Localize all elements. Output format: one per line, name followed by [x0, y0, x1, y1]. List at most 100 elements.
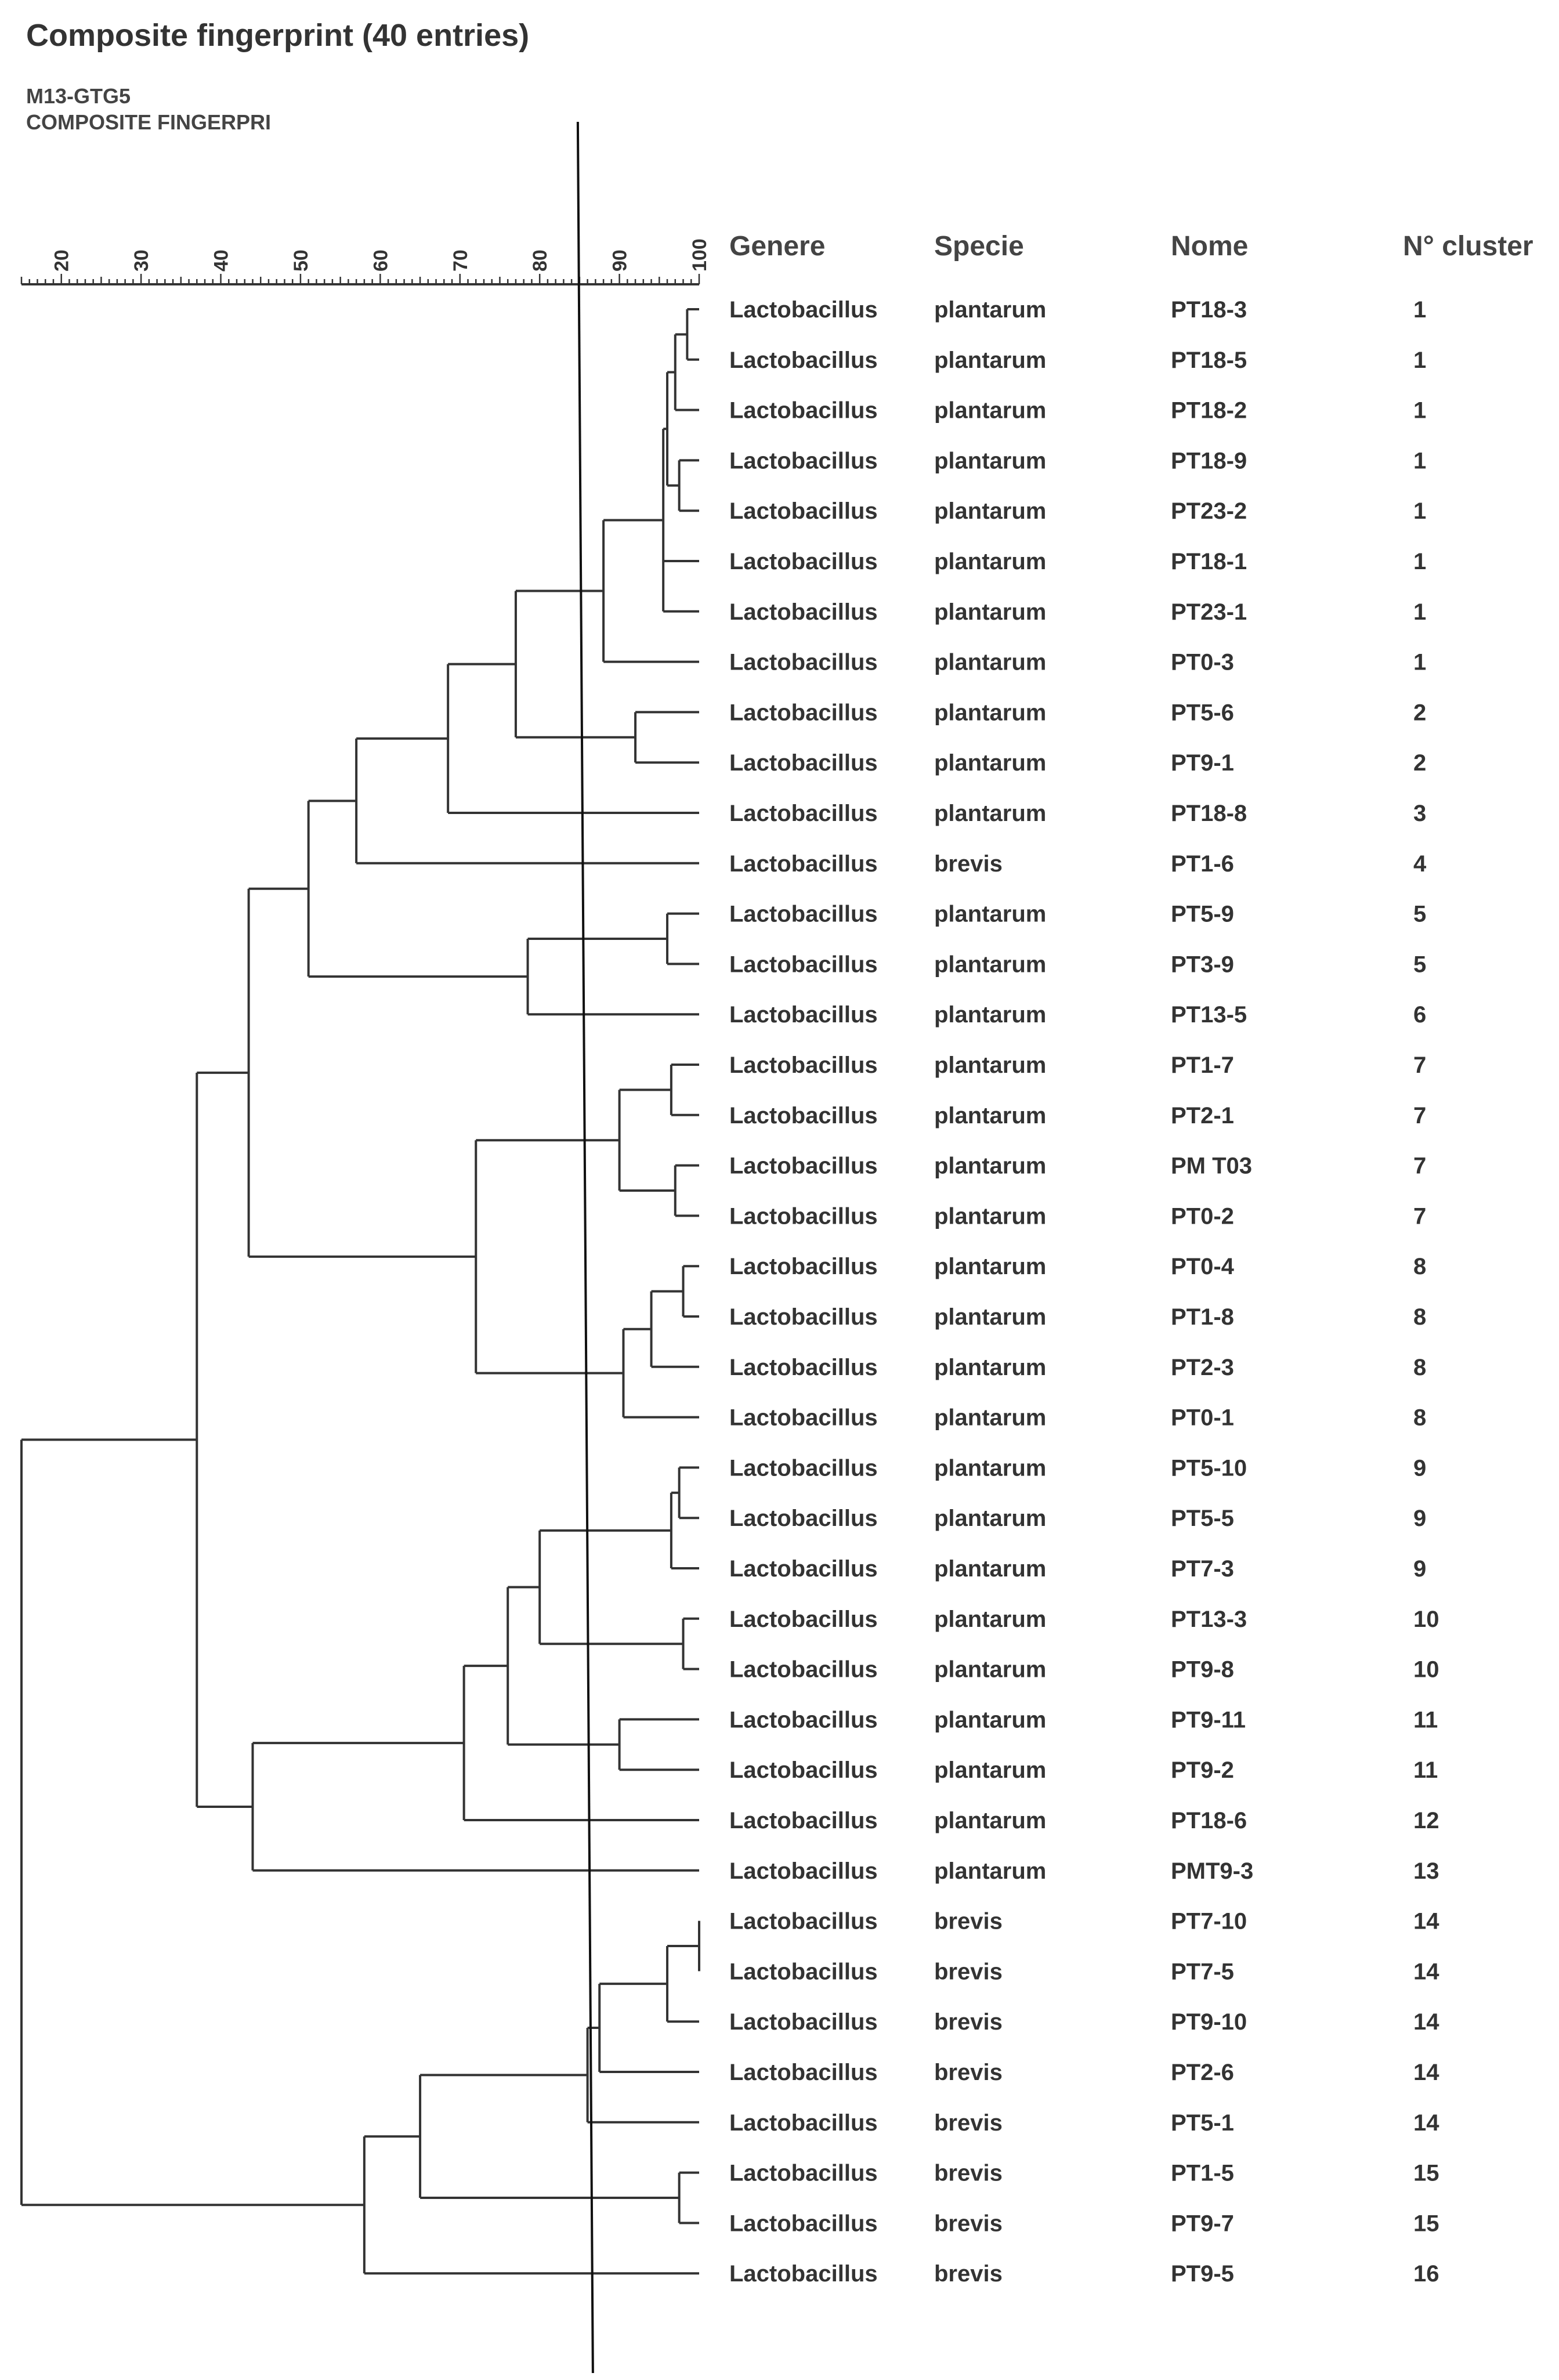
cluster-cell: 14	[1413, 2060, 1439, 2085]
header-cluster: N° cluster	[1403, 231, 1533, 262]
nome-cell: PT2-1	[1171, 1103, 1234, 1128]
genere-cell: Lactobacillus	[729, 750, 878, 776]
nome-cell: PT3-9	[1171, 952, 1234, 977]
cluster-cell: 15	[1413, 2211, 1439, 2236]
table-row: Lactobacillus plantarum PT3-9 5	[729, 952, 1426, 977]
nome-cell: PT5-10	[1171, 1455, 1247, 1481]
nome-cell: PT1-5	[1171, 2161, 1234, 2186]
table-row: Lactobacillus plantarum PT18-9 1	[729, 448, 1426, 473]
nome-cell: PT2-6	[1171, 2060, 1234, 2085]
table-row: Lactobacillus plantarum PT18-2 1	[729, 398, 1426, 424]
nome-cell: PT9-2	[1171, 1757, 1234, 1783]
genere-cell: Lactobacillus	[729, 1405, 878, 1431]
cluster-cell: 1	[1413, 348, 1426, 373]
cluster-cell: 4	[1413, 851, 1427, 877]
table-row: Lactobacillus plantarum PT23-1 1	[729, 599, 1426, 625]
nome-cell: PT0-1	[1171, 1405, 1234, 1431]
axis-tick-label-100: 100	[689, 238, 711, 272]
specie-cell: plantarum	[934, 1052, 1046, 1078]
specie-cell: brevis	[934, 2110, 1003, 2136]
table-row: Lactobacillus plantarum PT0-2 7	[729, 1203, 1426, 1229]
genere-cell: Lactobacillus	[729, 1153, 878, 1179]
axis-tick-label-40: 40	[211, 249, 233, 272]
genere-cell: Lactobacillus	[729, 1254, 878, 1279]
genere-cell: Lactobacillus	[729, 952, 878, 977]
genere-cell: Lactobacillus	[729, 1808, 878, 1833]
genere-cell: Lactobacillus	[729, 1455, 878, 1481]
specie-cell: brevis	[934, 1909, 1003, 1934]
cluster-cell: 1	[1413, 297, 1426, 323]
genere-cell: Lactobacillus	[729, 2161, 878, 2186]
cluster-cell: 3	[1413, 801, 1426, 826]
genere-cell: Lactobacillus	[729, 700, 878, 725]
specie-cell: plantarum	[934, 1002, 1046, 1028]
table-row: Lactobacillus plantarum PT5-9 5	[729, 902, 1426, 927]
cluster-cell: 7	[1413, 1153, 1426, 1179]
nome-cell: PT18-9	[1171, 448, 1247, 473]
similarity-axis: 20 30 40 50 60 70 80 90 100	[20, 238, 711, 285]
nome-cell: PT18-8	[1171, 801, 1247, 826]
genere-cell: Lactobacillus	[729, 1556, 878, 1582]
genere-cell: Lactobacillus	[729, 2261, 878, 2287]
specie-cell: plantarum	[934, 1455, 1046, 1481]
table-row: Lactobacillus brevis PT1-5 15	[729, 2161, 1439, 2186]
axis-tick-label-70: 70	[450, 249, 472, 272]
specie-cell: plantarum	[934, 1657, 1046, 1683]
specie-cell: plantarum	[934, 398, 1046, 424]
table-row: Lactobacillus plantarum PT5-5 9	[729, 1506, 1426, 1531]
genere-cell: Lactobacillus	[729, 1707, 878, 1732]
nome-cell: PT7-3	[1171, 1556, 1234, 1582]
specie-cell: plantarum	[934, 801, 1046, 826]
genere-cell: Lactobacillus	[729, 902, 878, 927]
nome-cell: PT5-5	[1171, 1506, 1234, 1531]
genere-cell: Lactobacillus	[729, 2110, 878, 2136]
nome-cell: PM T03	[1171, 1153, 1252, 1179]
nome-cell: PT2-3	[1171, 1355, 1234, 1380]
nome-cell: PT18-5	[1171, 348, 1247, 373]
cluster-cell: 14	[1413, 2110, 1439, 2136]
header-specie: Specie	[934, 231, 1024, 262]
specie-cell: plantarum	[934, 549, 1046, 574]
table-row: Lactobacillus plantarum PM T03 7	[729, 1153, 1426, 1179]
table-row: Lactobacillus plantarum PT23-2 1	[729, 498, 1426, 524]
nome-cell: PT1-8	[1171, 1304, 1234, 1330]
specie-cell: plantarum	[934, 1405, 1046, 1431]
nome-cell: PT1-7	[1171, 1052, 1234, 1078]
cluster-cell: 1	[1413, 650, 1426, 675]
header-genere: Genere	[729, 231, 825, 262]
method-label: M13-GTG5	[26, 84, 131, 108]
nome-cell: PT9-11	[1171, 1707, 1246, 1732]
genere-cell: Lactobacillus	[729, 1506, 878, 1531]
genere-cell: Lactobacillus	[729, 1052, 878, 1078]
cluster-cell: 6	[1413, 1002, 1426, 1028]
specie-cell: plantarum	[934, 1506, 1046, 1531]
specie-cell: plantarum	[934, 1103, 1046, 1128]
nome-cell: PT7-10	[1171, 1909, 1247, 1934]
genere-cell: Lactobacillus	[729, 1607, 878, 1632]
nome-cell: PT18-6	[1171, 1808, 1247, 1833]
cluster-cell: 8	[1413, 1355, 1426, 1380]
table-row: Lactobacillus plantarum PT18-1 1	[729, 549, 1426, 574]
specie-cell: plantarum	[934, 498, 1046, 524]
cluster-cell: 1	[1413, 398, 1426, 424]
axis-tick-label-80: 80	[529, 249, 551, 272]
axis-tick-label-60: 60	[370, 249, 392, 272]
cluster-cell: 7	[1413, 1103, 1426, 1128]
specie-cell: brevis	[934, 2161, 1003, 2186]
table-row: Lactobacillus plantarum PT18-5 1	[729, 348, 1426, 373]
nome-cell: PT9-8	[1171, 1657, 1234, 1683]
cluster-cell: 14	[1413, 1909, 1439, 1934]
genere-cell: Lactobacillus	[729, 2060, 878, 2085]
cluster-cell: 9	[1413, 1455, 1426, 1481]
cluster-cell: 1	[1413, 498, 1426, 524]
specie-cell: plantarum	[934, 952, 1046, 977]
table-row: Lactobacillus plantarum PT9-11 11	[729, 1707, 1438, 1732]
genere-cell: Lactobacillus	[729, 1203, 878, 1229]
nome-cell: PT7-5	[1171, 1959, 1234, 1984]
nome-cell: PT0-4	[1171, 1254, 1235, 1279]
table-row: Lactobacillus plantarum PT2-3 8	[729, 1355, 1426, 1380]
table-row: Lactobacillus plantarum PT0-3 1	[729, 650, 1426, 675]
cluster-cell: 2	[1413, 700, 1426, 725]
table-row: Lactobacillus brevis PT2-6 14	[729, 2060, 1439, 2085]
table-row: Lactobacillus plantarum PT5-6 2	[729, 700, 1426, 725]
